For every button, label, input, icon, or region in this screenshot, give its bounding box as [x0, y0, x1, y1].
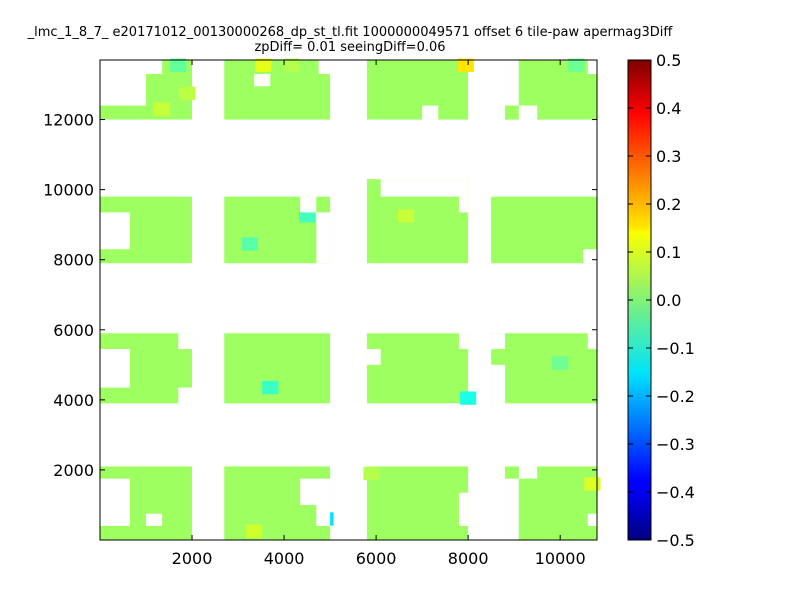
heatmap-cell-12: [552, 356, 569, 370]
missing-cell-5-1: [316, 212, 331, 264]
colorbar-tick-label: −0.3: [656, 435, 695, 454]
heatmap-cell-7: [397, 209, 415, 223]
missing-cell-0-1: [146, 60, 163, 75]
x-tick-label: 8000: [448, 549, 489, 568]
colorbar-tick-label: −0.5: [656, 531, 695, 550]
missing-cell-8-0: [100, 349, 130, 388]
colorbar-tick-label: −0.2: [656, 387, 695, 406]
missing-cell-11-0: [491, 364, 505, 404]
colorbar-tick-label: 0.3: [656, 147, 681, 166]
y-tick-label: 12000: [43, 111, 94, 130]
y-tick-label: 4000: [53, 391, 94, 410]
missing-cell-13-1: [316, 504, 331, 526]
heatmap-cell-11: [460, 391, 477, 405]
heatmap-block-1: [224, 60, 331, 120]
x-tick-label: 4000: [264, 549, 305, 568]
x-tick-label: 6000: [356, 549, 397, 568]
missing-cell-5-0: [300, 196, 317, 213]
missing-cell-10-1: [458, 333, 469, 350]
colorbar-tick-label: −0.1: [656, 339, 695, 358]
x-tick-label: 2000: [172, 549, 213, 568]
y-tick-label: 6000: [53, 321, 94, 340]
colorbar-ticks: 0.5 0.4 0.3 0.2 0.1 0.0 −0.1 −0.2 −0.3 −0.4 −0.5: [628, 51, 695, 550]
missing-cell-12-0: [100, 478, 130, 526]
missing-cell-4-0: [100, 212, 130, 250]
missing-cell-14-0: [458, 492, 469, 526]
heatmap-block-7: [491, 196, 597, 264]
heatmap-cell-2: [282, 58, 300, 72]
missing-cell-7-0: [583, 249, 597, 264]
colorbar-tick-label: 0.4: [656, 99, 681, 118]
missing-cell-1-1: [318, 60, 331, 75]
missing-cell-3-0: [504, 60, 519, 106]
missing-cell-2-0: [422, 105, 439, 120]
axes: 2000 4000 6000 8000 10000 2000 4000 6000 8000 100…: [43, 60, 597, 568]
colorbar-tick-label: −0.4: [656, 483, 695, 502]
heatmap-cell-6: [154, 102, 171, 116]
heatmap-cell-16: [363, 466, 380, 481]
heatmap-block-2: [366, 60, 469, 120]
heatmap-cell-5: [179, 86, 196, 100]
missing-cell-6-0: [380, 179, 469, 197]
heatmap-block-14: [366, 466, 469, 540]
missing-cell-8-2: [178, 387, 193, 404]
missing-cell-10-0: [366, 349, 381, 365]
y-tick-label: 10000: [43, 181, 94, 200]
missing-cell-11-1: [491, 333, 505, 350]
missing-cell-8-1: [178, 333, 193, 350]
heatmap-cell-9: [241, 237, 258, 251]
missing-cell-3-2: [587, 60, 597, 75]
heatmap-cell-4: [568, 58, 585, 72]
plot-frame: [99, 59, 598, 541]
missing-cell-1-0: [254, 74, 271, 87]
missing-cell-12-1: [146, 513, 163, 526]
heatmap-cell-1: [255, 58, 272, 72]
missing-cell-15-0: [504, 478, 519, 540]
heatmap-cell-0: [170, 58, 187, 72]
heatmap-cells: [100, 58, 601, 540]
heatmap-cell-13: [246, 524, 263, 538]
missing-cell-0-0: [100, 60, 147, 106]
colorbar-tick-label: 0.2: [656, 195, 681, 214]
heatmap-cell-15: [584, 477, 601, 491]
colorbar-tick-label: 0.5: [656, 51, 681, 70]
heatmap-cell-8: [299, 209, 316, 223]
heatmap-cell-3: [457, 58, 474, 72]
missing-cell-11-2: [587, 333, 597, 350]
missing-cell-6-1: [458, 196, 469, 213]
x-tick-label: 10000: [535, 549, 586, 568]
missing-cell-13-0: [300, 478, 331, 505]
heatmap-cell-10: [262, 380, 279, 395]
missing-cell-3-1: [518, 105, 538, 120]
y-tick-label: 2000: [53, 461, 94, 480]
colorbar-tick-label: 0.0: [656, 291, 681, 310]
colorbar-tick-label: 0.1: [656, 243, 681, 262]
y-tick-label: 8000: [53, 251, 94, 270]
missing-cell-15-2: [587, 513, 597, 526]
heatmap-block-10: [366, 333, 469, 404]
chart-title-line1: _lmc_1_8_7_ e20171012_00130000268_dp_st_…: [27, 25, 673, 40]
heatmap-block-11: [491, 333, 597, 404]
chart-title-line2: zpDiff= 0.01 seeingDiff=0.06: [254, 40, 446, 55]
missing-cell-15-1: [518, 466, 538, 479]
